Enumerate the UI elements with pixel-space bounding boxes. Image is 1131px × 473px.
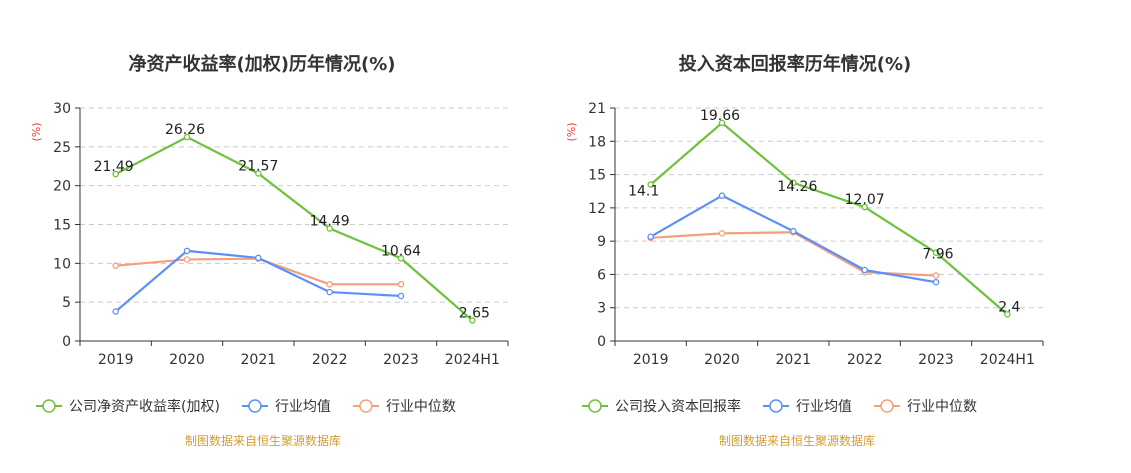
x-tick-label: 2021 xyxy=(241,352,277,368)
y-axis-unit: (%) xyxy=(30,122,43,141)
y-tick-label: 12 xyxy=(588,201,606,217)
data-label: 10.64 xyxy=(381,243,421,259)
y-tick-label: 15 xyxy=(588,168,606,184)
data-label: 14.1 xyxy=(628,184,659,200)
legend-label: 行业均值 xyxy=(275,399,331,415)
legend-label: 公司投入资本回报率 xyxy=(615,398,741,415)
chart-title: 投入资本回报率历年情况(%) xyxy=(679,53,912,75)
chart-title: 净资产收益率(加权)历年情况(%) xyxy=(129,53,396,75)
data-label: 2.65 xyxy=(459,305,490,321)
data-point-company xyxy=(932,249,940,256)
data-point-avg xyxy=(790,227,797,235)
data-label: 7.96 xyxy=(922,247,953,263)
data-point-avg xyxy=(718,192,726,199)
x-tick-label: 2020 xyxy=(169,352,205,368)
y-tick-label: 10 xyxy=(53,256,71,272)
legend-label: 公司净资产收益率(加权) xyxy=(69,398,220,415)
data-point-company xyxy=(861,203,868,211)
data-point-company xyxy=(469,317,476,324)
legend-label: 行业均值 xyxy=(796,399,852,415)
data-point-avg xyxy=(183,247,191,255)
data-point-avg xyxy=(255,254,262,262)
data-label: 2.4 xyxy=(998,299,1020,315)
y-tick-label: 18 xyxy=(588,134,606,150)
data-point-avg xyxy=(397,292,405,300)
data-point-median xyxy=(718,230,726,237)
y-tick-label: 15 xyxy=(53,218,71,234)
y-tick-label: 3 xyxy=(597,301,606,317)
series-line-company xyxy=(649,121,1009,316)
data-point-company xyxy=(1004,311,1011,318)
legend-marker-company xyxy=(42,399,56,413)
chart-panel-roe: 净资产收益率(加权)历年情况(%) (%) 0 5 10 15 20 25 30 2019 2020… xyxy=(0,0,565,469)
data-label: 26.26 xyxy=(165,122,205,138)
data-label: 14.49 xyxy=(310,213,350,229)
data-point-median xyxy=(326,281,333,288)
y-axis-unit: (%) xyxy=(565,122,578,141)
data-point-avg xyxy=(861,266,868,274)
x-tick-label: 2024H1 xyxy=(980,352,1035,368)
data-point-company xyxy=(718,119,726,127)
y-tick-label: 0 xyxy=(62,334,71,350)
roic-chart: 投入资本回报率历年情况(%) (%) 0 3 6 9 12 15 18 21 2019 2020 202… xyxy=(565,53,1044,415)
data-point-median xyxy=(112,262,119,269)
data-point-median xyxy=(397,281,405,288)
legend-marker-avg xyxy=(248,399,262,413)
y-tick-label: 20 xyxy=(53,179,71,195)
data-point-company xyxy=(790,179,797,187)
x-tick-label: 2022 xyxy=(312,352,348,368)
series-line-median xyxy=(650,231,937,277)
series-line-company xyxy=(115,135,474,322)
data-point-company xyxy=(326,225,333,232)
x-tick-label: 2023 xyxy=(383,352,419,368)
legend-marker-median xyxy=(359,399,373,413)
legend-marker-company xyxy=(588,399,602,413)
legend-marker-median xyxy=(880,399,894,413)
y-tick-label: 21 xyxy=(588,101,606,117)
y-tick-label: 0 xyxy=(597,334,606,350)
data-point-company xyxy=(183,133,191,141)
chart-panel-roic: 投入资本回报率历年情况(%) (%) 0 3 6 9 12 15 18 21 2019 2020 202… xyxy=(532,0,1097,469)
data-point-company xyxy=(112,170,119,178)
data-point-median xyxy=(183,256,191,263)
roe-chart: 净资产收益率(加权)历年情况(%) (%) 0 5 10 15 20 25 30 2019 2020… xyxy=(30,53,509,415)
data-point-median xyxy=(932,272,940,279)
data-label: 21.49 xyxy=(94,159,134,175)
series-line-median xyxy=(115,257,401,286)
x-tick-label: 2019 xyxy=(98,352,134,368)
source-note: 制图数据来自恒生聚源数据库 xyxy=(719,434,876,448)
data-point-avg xyxy=(112,308,119,315)
data-point-avg xyxy=(326,288,333,296)
data-label: 12.07 xyxy=(845,192,885,208)
data-point-avg xyxy=(647,233,654,240)
y-tick-label: 6 xyxy=(597,267,606,283)
legend-marker-avg xyxy=(769,399,783,413)
x-tick-label: 2019 xyxy=(633,352,669,368)
data-point-company xyxy=(397,255,405,262)
x-tick-label: 2020 xyxy=(704,352,740,368)
legend-label: 行业中位数 xyxy=(386,399,456,415)
data-label: 19.66 xyxy=(700,108,740,124)
x-tick-label: 2023 xyxy=(918,352,954,368)
series-line-avg xyxy=(650,194,937,284)
y-tick-label: 5 xyxy=(62,295,71,311)
data-label: 21.57 xyxy=(238,158,278,174)
x-tick-label: 2021 xyxy=(776,352,812,368)
data-point-company xyxy=(647,181,654,188)
source-note: 制图数据来自恒生聚源数据库 xyxy=(185,434,342,448)
x-tick-label: 2024H1 xyxy=(445,352,500,368)
y-tick-label: 30 xyxy=(53,101,71,117)
y-tick-label: 9 xyxy=(597,234,606,250)
y-tick-label: 25 xyxy=(53,140,71,156)
x-tick-label: 2022 xyxy=(847,352,883,368)
data-point-avg xyxy=(932,278,940,286)
data-point-company xyxy=(255,170,262,177)
data-label: 14.26 xyxy=(777,179,817,195)
legend-label: 行业中位数 xyxy=(907,399,977,415)
